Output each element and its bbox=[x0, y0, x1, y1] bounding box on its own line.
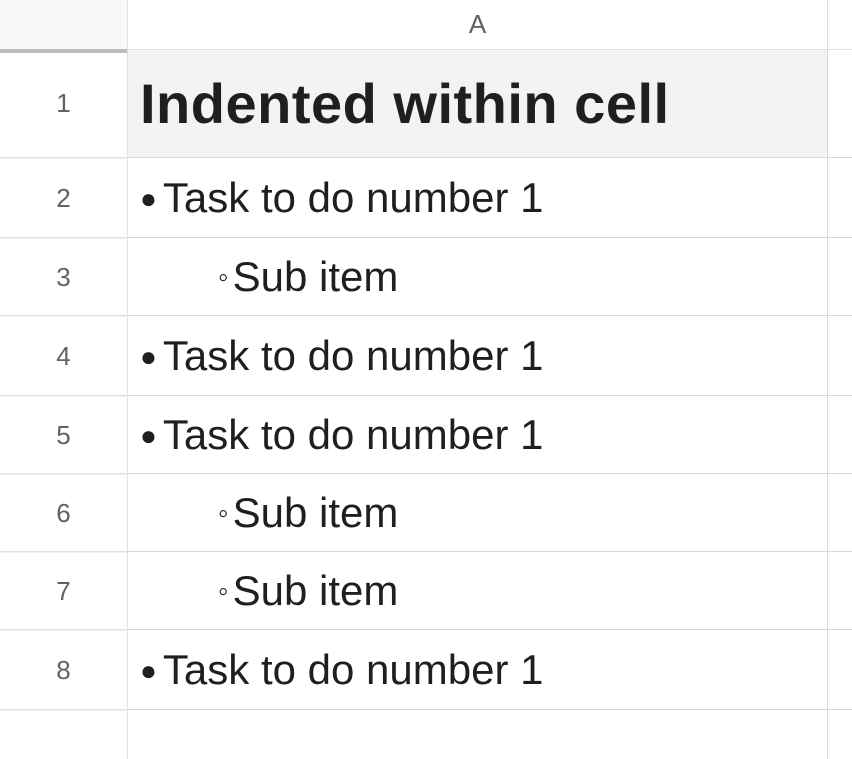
row-number: 2 bbox=[56, 183, 70, 214]
cell-b9[interactable] bbox=[828, 710, 852, 759]
cell-b8[interactable] bbox=[828, 630, 852, 710]
column-header-row: A bbox=[0, 0, 852, 50]
spreadsheet-viewport: A 1 Indented within cell 2 Task to do nu… bbox=[0, 0, 852, 759]
row-7: 7 Sub item bbox=[0, 552, 852, 630]
cell-a4[interactable]: Task to do number 1 bbox=[128, 316, 828, 396]
row-3: 3 Sub item bbox=[0, 238, 852, 316]
cell-a2[interactable]: Task to do number 1 bbox=[128, 158, 828, 238]
row-header-3[interactable]: 3 bbox=[0, 238, 128, 316]
cell-a3[interactable]: Sub item bbox=[128, 238, 828, 316]
cell-b7[interactable] bbox=[828, 552, 852, 630]
cell-b3[interactable] bbox=[828, 238, 852, 316]
row-header-8[interactable]: 8 bbox=[0, 630, 128, 710]
cell-text: Sub item bbox=[140, 253, 398, 301]
row-number: 4 bbox=[56, 341, 70, 372]
cell-text: Sub item bbox=[140, 489, 398, 537]
row-header-9[interactable] bbox=[0, 710, 128, 759]
cell-a8[interactable]: Task to do number 1 bbox=[128, 630, 828, 710]
cell-text: Sub item bbox=[140, 567, 398, 615]
row-number: 6 bbox=[56, 498, 70, 529]
row-header-1[interactable]: 1 bbox=[0, 50, 128, 158]
row-number: 8 bbox=[56, 655, 70, 686]
row-5: 5 Task to do number 1 bbox=[0, 396, 852, 474]
column-header-a[interactable]: A bbox=[128, 0, 828, 50]
cell-text: Task to do number 1 bbox=[140, 411, 543, 459]
cell-text: Indented within cell bbox=[140, 71, 670, 136]
row-header-5[interactable]: 5 bbox=[0, 396, 128, 474]
row-2: 2 Task to do number 1 bbox=[0, 158, 852, 238]
row-4: 4 Task to do number 1 bbox=[0, 316, 852, 396]
cell-a9[interactable] bbox=[128, 710, 828, 759]
row-number: 5 bbox=[56, 420, 70, 451]
row-number: 7 bbox=[56, 576, 70, 607]
column-header-b[interactable] bbox=[828, 0, 852, 50]
row-1: 1 Indented within cell bbox=[0, 50, 852, 158]
row-9 bbox=[0, 710, 852, 759]
select-all-corner[interactable] bbox=[0, 0, 128, 50]
cell-a7[interactable]: Sub item bbox=[128, 552, 828, 630]
cell-b1[interactable] bbox=[828, 50, 852, 158]
cell-a5[interactable]: Task to do number 1 bbox=[128, 396, 828, 474]
row-header-7[interactable]: 7 bbox=[0, 552, 128, 630]
row-header-4[interactable]: 4 bbox=[0, 316, 128, 396]
row-6: 6 Sub item bbox=[0, 474, 852, 552]
cell-a1[interactable]: Indented within cell bbox=[128, 50, 828, 158]
row-number: 1 bbox=[56, 88, 70, 119]
row-header-6[interactable]: 6 bbox=[0, 474, 128, 552]
row-8: 8 Task to do number 1 bbox=[0, 630, 852, 710]
cell-b6[interactable] bbox=[828, 474, 852, 552]
cell-text: Task to do number 1 bbox=[140, 646, 543, 694]
cell-text: Task to do number 1 bbox=[140, 332, 543, 380]
cell-a6[interactable]: Sub item bbox=[128, 474, 828, 552]
cell-b4[interactable] bbox=[828, 316, 852, 396]
cell-b5[interactable] bbox=[828, 396, 852, 474]
row-number: 3 bbox=[56, 262, 70, 293]
column-header-label: A bbox=[469, 9, 486, 40]
row-header-2[interactable]: 2 bbox=[0, 158, 128, 238]
cell-b2[interactable] bbox=[828, 158, 852, 238]
cell-text: Task to do number 1 bbox=[140, 174, 543, 222]
